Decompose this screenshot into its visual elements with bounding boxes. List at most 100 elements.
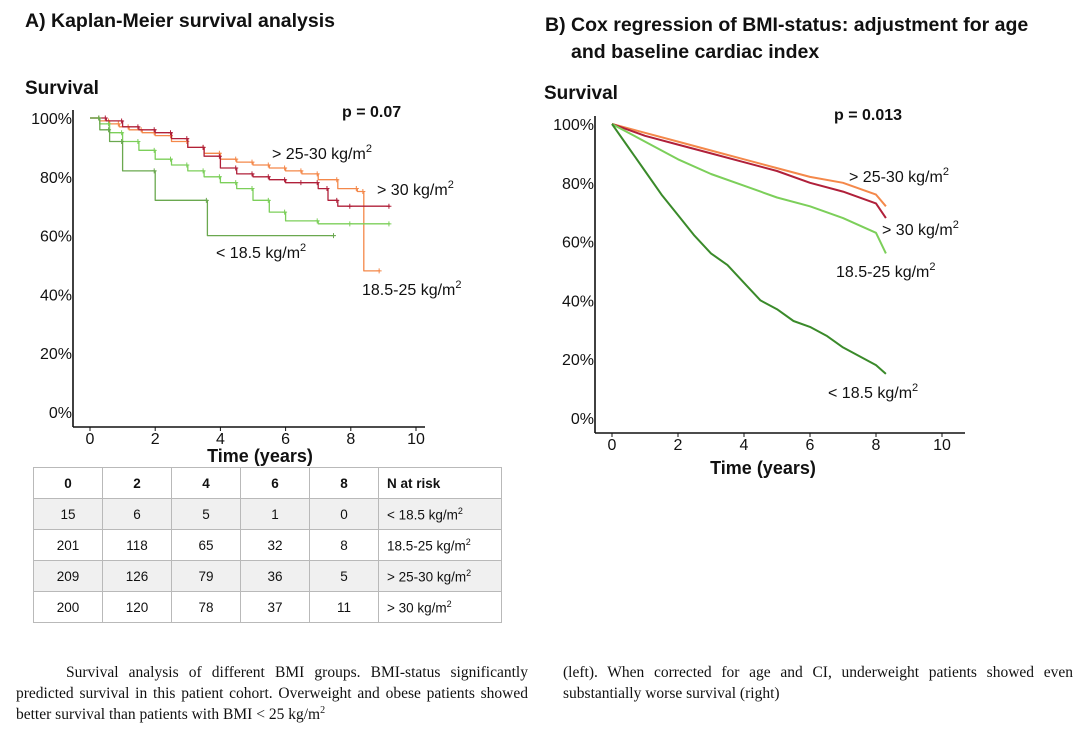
panel-b-title-line1: B) Cox regression of BMI-status: adjustm… bbox=[545, 14, 1029, 36]
panel-a-censor-mark bbox=[151, 168, 157, 174]
panel-a-series-label: > 30 kg/m2 bbox=[377, 179, 454, 199]
panel-a-censor-mark bbox=[334, 197, 340, 203]
panel-a-censor-mark bbox=[216, 153, 222, 159]
panel-a-censor-mark bbox=[282, 177, 288, 183]
panel-b-series-label: > 25-30 kg/m2 bbox=[849, 166, 949, 186]
risk-header-cell: N at risk bbox=[378, 467, 502, 499]
panel-a-censor-mark bbox=[233, 165, 239, 171]
panel-a-censor-mark bbox=[102, 115, 108, 121]
risk-group-cell: > 30 kg/m2 bbox=[378, 591, 502, 623]
panel-b-y-tick-label: 20% bbox=[562, 352, 594, 369]
risk-cell: 11 bbox=[309, 591, 379, 623]
risk-cell: 1 bbox=[240, 498, 310, 530]
risk-cell: 65 bbox=[171, 529, 241, 561]
panel-a-series-line bbox=[90, 117, 335, 237]
panel-a-x-tick-label: 10 bbox=[407, 431, 425, 448]
risk-cell: 200 bbox=[33, 591, 103, 623]
panel-a-censor-mark bbox=[347, 203, 353, 209]
panel-b-x-tick-label: 0 bbox=[608, 437, 617, 454]
panel-a-censor-mark bbox=[233, 180, 239, 186]
risk-group-sup: 2 bbox=[465, 536, 471, 547]
risk-group-sup: 2 bbox=[446, 598, 452, 609]
panel-a-series-label: > 25-30 kg/m2 bbox=[272, 143, 372, 163]
risk-cell: 126 bbox=[102, 560, 172, 592]
panel-b-x-tick-label: 6 bbox=[806, 437, 815, 454]
risk-group-label: 18.5-25 kg/m bbox=[387, 538, 466, 554]
panel-a-y-tick-label: 0% bbox=[49, 405, 72, 422]
panel-a-censor-mark bbox=[376, 268, 382, 274]
panel-a-y-axis-title: Survival bbox=[25, 78, 99, 99]
panel-b-series-line bbox=[611, 123, 887, 375]
panel-a-censor-mark bbox=[119, 139, 125, 145]
risk-cell: 32 bbox=[240, 529, 310, 561]
panel-a-x-tick-label: 8 bbox=[346, 431, 355, 448]
risk-group-cell: 18.5-25 kg/m2 bbox=[378, 529, 502, 561]
panel-a-censor-mark bbox=[386, 203, 392, 209]
table-row: 209 126 79 36 5 > 25-30 kg/m2 bbox=[33, 560, 502, 592]
risk-header-cell: 6 bbox=[240, 467, 310, 499]
panel-b-p-value: p = 0.013 bbox=[834, 107, 902, 124]
panel-a-y-tick-label: 80% bbox=[40, 170, 72, 187]
panel-a-censor-mark bbox=[106, 121, 112, 127]
risk-group-cell: > 25-30 kg/m2 bbox=[378, 560, 502, 592]
panel-a-censor-mark bbox=[135, 124, 141, 130]
panel-a-censor-mark bbox=[200, 168, 206, 174]
caption-left-sup: 2 bbox=[320, 704, 326, 716]
panel-a-censor-mark bbox=[334, 177, 340, 183]
risk-cell: 118 bbox=[102, 529, 172, 561]
risk-cell: 78 bbox=[171, 591, 241, 623]
panel-b-series-label: 18.5-25 kg/m2 bbox=[836, 261, 936, 281]
panel-a-series-label: 18.5-25 kg/m2 bbox=[362, 279, 462, 299]
risk-group-cell: < 18.5 kg/m2 bbox=[378, 498, 502, 530]
panel-a-censor-mark bbox=[151, 147, 157, 153]
panel-a-censor-mark bbox=[184, 136, 190, 142]
panel-a-censor-mark bbox=[106, 127, 112, 133]
panel-b-x-tick-label: 10 bbox=[933, 437, 951, 454]
risk-group-label: > 30 kg/m bbox=[387, 600, 447, 616]
panel-b-x-tick-label: 4 bbox=[740, 437, 749, 454]
caption-left-text: Survival analysis of different BMI group… bbox=[16, 664, 528, 723]
panel-a-censor-mark bbox=[282, 165, 288, 171]
risk-header-cell: 0 bbox=[33, 467, 103, 499]
table-row: 15 6 5 1 0 < 18.5 kg/m2 bbox=[33, 498, 502, 530]
risk-cell: 15 bbox=[33, 498, 103, 530]
risk-cell: 120 bbox=[102, 591, 172, 623]
panel-a-censor-mark bbox=[203, 197, 209, 203]
risk-header-cell: 4 bbox=[171, 467, 241, 499]
panel-a-censor-mark bbox=[386, 221, 392, 227]
panel-a-censor-mark bbox=[119, 118, 125, 124]
panel-a-censor-mark bbox=[331, 233, 336, 239]
risk-group-label: > 25-30 kg/m bbox=[387, 569, 467, 585]
table-row: 201 118 65 32 8 18.5-25 kg/m2 bbox=[33, 529, 502, 561]
panel-b-x-tick-label: 8 bbox=[872, 437, 881, 454]
panel-a-title: A) Kaplan-Meier survival analysis bbox=[25, 10, 335, 32]
panel-b-y-tick-label: 80% bbox=[562, 176, 594, 193]
panel-a-censor-mark bbox=[314, 218, 320, 224]
panel-a-censor-mark bbox=[119, 130, 125, 136]
panel-a-censor-mark bbox=[151, 127, 157, 133]
panel-b-y-tick-label: 0% bbox=[571, 411, 594, 428]
panel-b-y-tick-label: 60% bbox=[562, 235, 594, 252]
panel-a-censor-mark bbox=[249, 186, 255, 192]
risk-cell: 8 bbox=[309, 529, 379, 561]
panel-a-censor-mark bbox=[265, 174, 271, 180]
panel-a-censor-mark bbox=[184, 162, 190, 168]
panel-a-series-label: < 18.5 kg/m2 bbox=[216, 242, 306, 262]
panel-b-series-line bbox=[611, 123, 887, 219]
panel-b-title: B) Cox regression of BMI-status: adjustm… bbox=[545, 12, 1028, 66]
risk-table: 0 2 4 6 8 N at risk 15 6 5 1 0 < 18.5 kg… bbox=[33, 467, 502, 623]
panel-a-censor-mark bbox=[200, 144, 206, 150]
panel-a-y-tick-label: 60% bbox=[40, 229, 72, 246]
risk-cell: 201 bbox=[33, 529, 103, 561]
panel-a-censor-mark bbox=[347, 221, 353, 227]
panel-a-censor-mark bbox=[249, 171, 255, 177]
risk-cell: 37 bbox=[240, 591, 310, 623]
risk-group-label: < 18.5 kg/m bbox=[387, 507, 458, 523]
panel-b-series-label: > 30 kg/m2 bbox=[882, 219, 959, 239]
panel-b-x-axis-title: Time (years) bbox=[710, 458, 816, 478]
risk-cell: 0 bbox=[309, 498, 379, 530]
panel-a-y-tick-label: 100% bbox=[31, 111, 72, 128]
panel-a-x-tick-label: 4 bbox=[216, 431, 225, 448]
panel-a-censor-mark bbox=[115, 121, 121, 127]
